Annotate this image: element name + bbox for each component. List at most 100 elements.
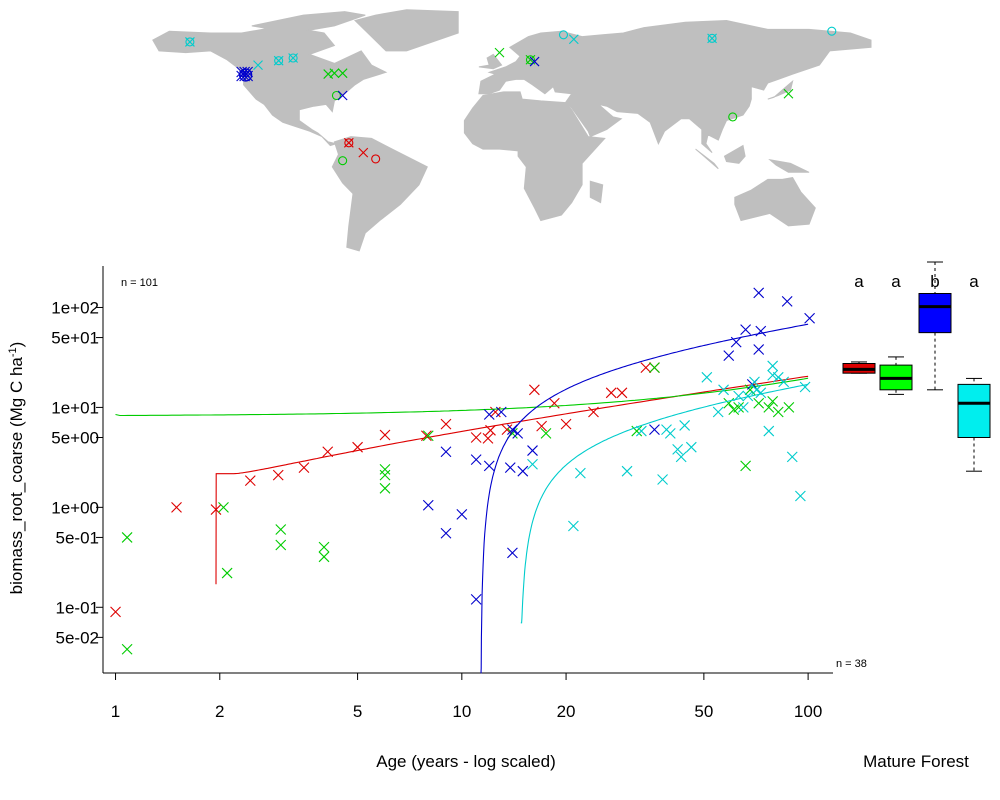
box bbox=[957, 383, 991, 438]
data-point bbox=[470, 593, 482, 605]
data-point bbox=[763, 402, 775, 413]
data-point bbox=[763, 425, 775, 437]
x-tick-label: 2 bbox=[215, 702, 224, 721]
y-tick-label: 1e+01 bbox=[51, 398, 99, 417]
data-point bbox=[275, 539, 287, 551]
landmass bbox=[768, 158, 810, 173]
x-tick-label: 50 bbox=[694, 702, 713, 721]
n-bottom-label: n = 38 bbox=[836, 658, 867, 670]
data-point bbox=[795, 490, 806, 502]
significance-letter: b bbox=[930, 272, 939, 291]
x-tick-label: 1 bbox=[111, 702, 120, 721]
data-point bbox=[171, 501, 182, 513]
data-point bbox=[422, 430, 434, 442]
data-point bbox=[772, 371, 784, 383]
site-marker bbox=[783, 88, 794, 99]
data-point bbox=[723, 350, 735, 361]
landmass bbox=[767, 79, 794, 100]
data-point bbox=[540, 427, 552, 439]
site-marker bbox=[728, 112, 738, 122]
data-point bbox=[507, 424, 518, 435]
data-point bbox=[649, 362, 660, 374]
data-point bbox=[588, 406, 599, 418]
data-point bbox=[298, 462, 310, 473]
site-marker bbox=[329, 68, 340, 79]
site-marker bbox=[253, 60, 263, 71]
data-point bbox=[322, 446, 334, 458]
y-tick-label: 5e+00 bbox=[51, 428, 99, 447]
data-point bbox=[527, 458, 538, 470]
data-point bbox=[783, 402, 795, 413]
data-point bbox=[767, 369, 779, 381]
y-tick-label: 5e-01 bbox=[56, 528, 99, 547]
data-point bbox=[110, 606, 121, 618]
data-point bbox=[495, 406, 507, 418]
data-point bbox=[767, 360, 779, 372]
y-axis-title-sup: -1 bbox=[7, 347, 19, 357]
data-point bbox=[631, 425, 643, 437]
data-point bbox=[772, 406, 784, 418]
data-point bbox=[740, 324, 752, 336]
site-marker bbox=[827, 26, 837, 36]
data-point bbox=[318, 541, 330, 553]
data-point bbox=[121, 643, 133, 655]
site-marker bbox=[558, 30, 569, 40]
data-point bbox=[568, 520, 579, 532]
fit-line bbox=[480, 323, 809, 674]
data-point bbox=[482, 432, 494, 444]
boxplot bbox=[918, 261, 952, 391]
data-point bbox=[804, 312, 815, 324]
data-point bbox=[379, 463, 391, 475]
data-point bbox=[528, 384, 540, 396]
data-point bbox=[657, 474, 668, 485]
data-point bbox=[244, 475, 256, 487]
site-marker bbox=[331, 90, 342, 101]
data-point bbox=[799, 381, 811, 393]
site-marker bbox=[568, 34, 579, 45]
y-axis-title-main: biomass_root_coarse (Mg C ha bbox=[7, 357, 26, 595]
site-marker bbox=[371, 154, 381, 164]
data-point bbox=[379, 482, 391, 494]
site-marker bbox=[707, 33, 717, 44]
data-point bbox=[605, 387, 617, 399]
significance-letter: a bbox=[891, 272, 901, 291]
data-point bbox=[560, 418, 572, 430]
landmass bbox=[354, 9, 459, 52]
data-point bbox=[275, 524, 287, 535]
data-point bbox=[621, 465, 633, 477]
landmass bbox=[251, 11, 366, 34]
data-point bbox=[470, 454, 482, 466]
landmass bbox=[695, 148, 719, 170]
data-point bbox=[753, 344, 765, 355]
data-point bbox=[753, 397, 765, 409]
data-point bbox=[701, 371, 713, 383]
data-point bbox=[501, 424, 513, 435]
site-marker bbox=[273, 55, 284, 66]
data-point bbox=[733, 390, 745, 402]
data-point bbox=[121, 532, 133, 543]
data-point bbox=[740, 460, 752, 472]
data-point bbox=[440, 527, 452, 539]
fit-line bbox=[520, 383, 809, 624]
y-tick-label: 1e+02 bbox=[51, 298, 99, 317]
box bbox=[918, 292, 952, 334]
data-point bbox=[753, 287, 765, 299]
data-point bbox=[483, 460, 495, 472]
n-top-label: n = 101 bbox=[121, 277, 158, 289]
data-point bbox=[456, 509, 468, 520]
data-point bbox=[379, 429, 391, 441]
data-point bbox=[210, 504, 222, 515]
site-marker bbox=[337, 68, 348, 79]
site-marker bbox=[185, 37, 195, 47]
data-point bbox=[679, 420, 691, 431]
y-tick-label: 5e-02 bbox=[56, 628, 99, 647]
data-point bbox=[517, 465, 529, 477]
fit-line bbox=[215, 375, 809, 585]
x-tick-label: 20 bbox=[557, 702, 576, 721]
y-tick-label: 1e+00 bbox=[51, 498, 99, 517]
data-point bbox=[786, 451, 798, 463]
data-point bbox=[718, 384, 729, 396]
fit-line bbox=[115, 377, 809, 417]
site-marker bbox=[494, 47, 505, 58]
